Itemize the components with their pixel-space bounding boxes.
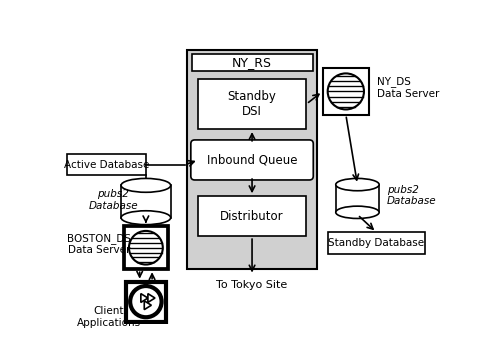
Circle shape	[130, 286, 161, 317]
Bar	[191, 55, 312, 71]
Bar	[121, 185, 170, 218]
Circle shape	[129, 231, 163, 265]
Bar	[124, 226, 167, 269]
Bar	[327, 232, 424, 254]
Text: pubs2
Database: pubs2 Database	[88, 189, 138, 211]
Ellipse shape	[335, 178, 378, 191]
Bar	[197, 79, 306, 129]
Text: Active Database: Active Database	[63, 159, 149, 170]
Bar	[186, 50, 317, 269]
Circle shape	[327, 74, 363, 110]
Text: Distributor: Distributor	[220, 210, 283, 223]
Text: Standby Database: Standby Database	[328, 238, 424, 248]
Bar	[197, 196, 306, 236]
Ellipse shape	[121, 178, 170, 192]
Ellipse shape	[121, 211, 170, 225]
Text: Inbound Queue: Inbound Queue	[206, 154, 297, 166]
Polygon shape	[140, 294, 148, 302]
Text: To Tokyo Site: To Tokyo Site	[216, 280, 287, 290]
Text: BOSTON_DS
Data Server: BOSTON_DS Data Server	[67, 233, 131, 255]
Polygon shape	[144, 301, 151, 310]
Bar	[322, 68, 368, 115]
Bar	[125, 282, 166, 322]
Text: NY_DS
Data Server: NY_DS Data Server	[376, 76, 439, 99]
Text: Standby
DSI: Standby DSI	[227, 90, 276, 118]
Bar	[335, 185, 378, 212]
Text: NY_RS: NY_RS	[231, 56, 272, 70]
FancyBboxPatch shape	[190, 140, 313, 180]
Ellipse shape	[335, 206, 378, 218]
Bar	[67, 154, 146, 175]
Text: Client
Applications: Client Applications	[76, 306, 140, 328]
Text: pubs2
Database: pubs2 Database	[386, 185, 436, 206]
Polygon shape	[148, 294, 155, 302]
